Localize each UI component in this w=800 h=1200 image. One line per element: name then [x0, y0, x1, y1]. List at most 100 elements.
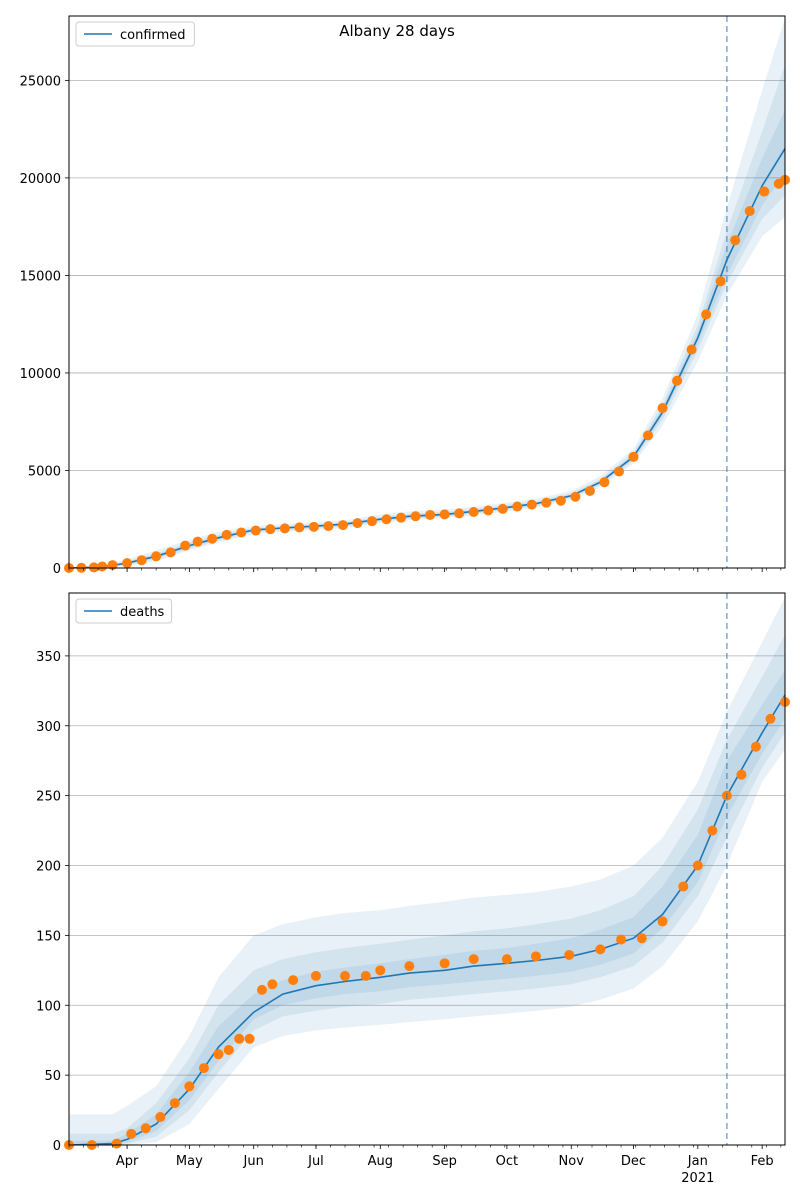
y-tick-label: 25000 [20, 74, 61, 89]
y-tick-label: 250 [36, 790, 61, 805]
observed-point [140, 1123, 151, 1134]
observed-point [122, 558, 133, 569]
observed-point [288, 975, 299, 986]
observed-point [759, 186, 770, 197]
observed-point [180, 540, 191, 551]
observed-point [672, 375, 683, 386]
y-tick-label: 15000 [20, 269, 61, 284]
x-tick-label: May [176, 1154, 203, 1169]
observed-point [501, 954, 512, 965]
x-year-label: 2021 [681, 1171, 714, 1186]
observed-point [267, 979, 278, 990]
observed-point [250, 525, 261, 536]
observed-point [323, 521, 334, 532]
observed-point [439, 509, 450, 520]
observed-point [526, 499, 537, 510]
observed-point [595, 944, 606, 955]
observed-point [715, 276, 726, 287]
legend-label: deaths [120, 605, 165, 620]
y-tick-label: 350 [36, 650, 61, 665]
observed-point [207, 533, 218, 544]
observed-point [678, 881, 689, 892]
observed-point [294, 522, 305, 533]
observed-point [707, 825, 718, 836]
observed-point [599, 477, 610, 488]
x-tick-label: Dec [621, 1154, 646, 1169]
observed-point [404, 961, 415, 972]
observed-point [126, 1128, 137, 1139]
legend-label: confirmed [120, 28, 186, 43]
axes-frame [68, 592, 786, 1146]
y-tick-label: 100 [36, 999, 61, 1014]
y-tick-label: 20000 [20, 172, 61, 187]
x-tick-label: Jul [307, 1154, 324, 1169]
observed-point [367, 516, 378, 527]
observed-point [340, 970, 351, 981]
x-axis: Apr May Jun Jul Aug Sep Oct Nov Dec Jan Feb 2021 [116, 1154, 774, 1186]
observed-point [692, 860, 703, 871]
observed-point [192, 536, 203, 547]
observed-point [165, 547, 176, 558]
observed-point [643, 430, 654, 441]
uncertainty-band-inner [69, 109, 785, 568]
observed-point [468, 954, 479, 965]
observed-point [111, 1138, 122, 1149]
observed-point [530, 951, 541, 962]
observed-point [221, 529, 232, 540]
observed-point [151, 551, 162, 562]
legend-box [75, 21, 195, 47]
observed-point [198, 1063, 209, 1074]
y-tick-label: 150 [36, 929, 61, 944]
observed-point [213, 1049, 224, 1060]
observed-point [236, 527, 247, 538]
observed-point [257, 984, 268, 995]
observed-point [765, 713, 776, 724]
observed-point [730, 235, 741, 246]
legend: confirmed [75, 21, 195, 47]
uncertainty-band-outer [69, 597, 785, 1145]
uncertainty-band-outer [69, 18, 785, 568]
observed-point [360, 970, 371, 981]
x-tick-label: Apr [116, 1154, 139, 1169]
y-tick-label: 200 [36, 860, 61, 875]
x-tick-label: Jan [687, 1154, 708, 1169]
observed-point [555, 495, 566, 506]
observed-point [584, 485, 595, 496]
observed-point [628, 451, 639, 462]
observed-point [744, 206, 755, 217]
observed-point [136, 555, 147, 566]
observed-point [223, 1044, 234, 1055]
observed-point [381, 514, 392, 525]
deaths-panel: 0 50 100 150 200 250 300 350 deaths [36, 592, 790, 1154]
observed-point [265, 524, 276, 535]
observed-point [468, 507, 479, 518]
x-tick-label: Aug [368, 1154, 393, 1169]
legend: deaths [75, 598, 173, 624]
model-line [68, 694, 786, 1146]
y-tick-label: 50 [44, 1069, 61, 1084]
observed-point [308, 521, 319, 532]
observed-point [613, 466, 624, 477]
observed-point [279, 523, 290, 534]
observed-point [686, 344, 697, 355]
observed-point [396, 512, 407, 523]
observed-point [512, 501, 523, 512]
observed-point [439, 958, 450, 969]
observed-point [184, 1081, 195, 1092]
model-line [68, 148, 786, 569]
observed-point [169, 1098, 180, 1109]
y-tick-label: 10000 [20, 367, 61, 382]
observed-point [155, 1112, 166, 1123]
observed-point [541, 497, 552, 508]
observed-point [97, 561, 108, 572]
observed-point [497, 503, 508, 514]
observed-point [454, 508, 465, 519]
x-tick-label: Oct [496, 1154, 518, 1169]
observed-point [750, 741, 761, 752]
observed-point [310, 970, 321, 981]
observed-point [375, 965, 386, 976]
observed-point [657, 916, 668, 927]
observed-point [616, 934, 627, 945]
x-tick-label: Sep [432, 1154, 457, 1169]
